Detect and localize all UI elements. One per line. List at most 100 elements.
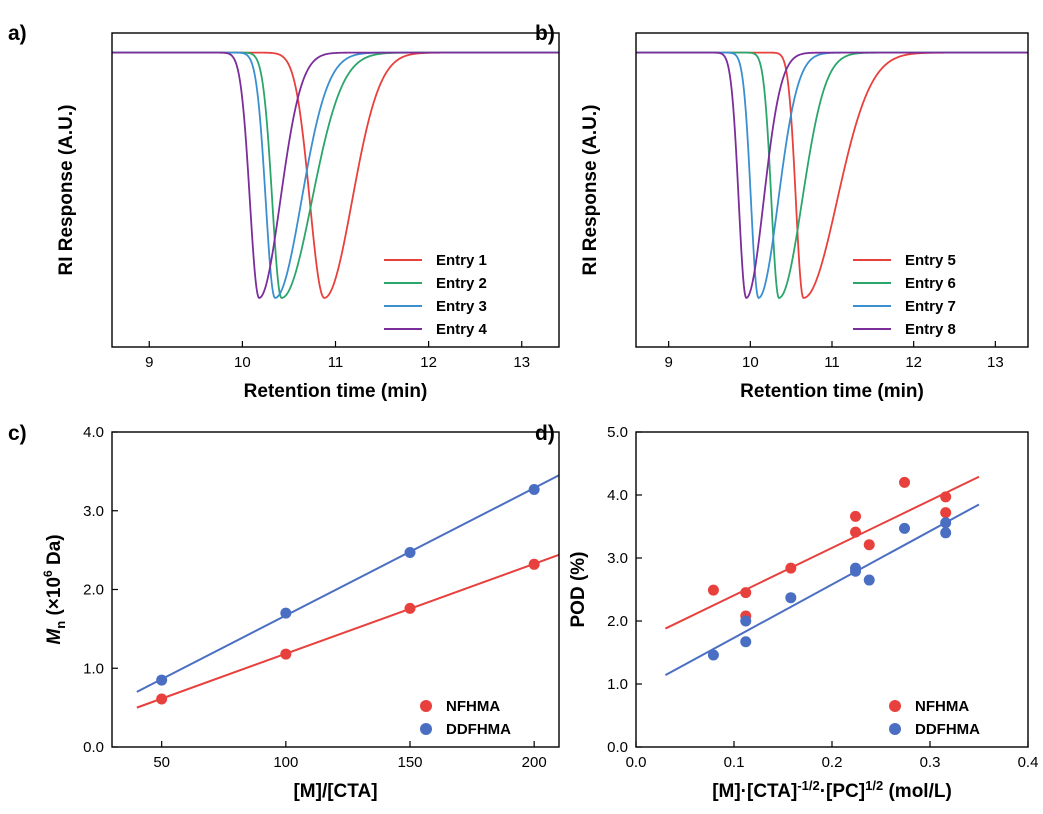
data-point-series-2 [707, 649, 719, 661]
legend-label: Entry 2 [436, 275, 487, 292]
data-point-series-2 [863, 574, 875, 586]
x-tick-label: 10 [742, 354, 759, 371]
chart-panel-4: d) 0.0 0.1 0.2 0.3 0.4 0.0 1.0 2.0 3.0 4.0 5.0 NFHMA… [535, 422, 1038, 802]
x-tick-label: 9 [664, 354, 672, 371]
x-tick-label: 0.4 [1018, 754, 1039, 771]
x-tick-label: 0.0 [626, 754, 647, 771]
series-line-1 [636, 51, 1028, 299]
data-point-series-1 [740, 587, 752, 599]
plot-frame [635, 431, 1029, 748]
plot-area [112, 51, 559, 299]
series-line-2 [112, 51, 559, 299]
series-line-4 [636, 51, 1028, 300]
x-axis-title-part: ·[PC] [820, 781, 865, 802]
x-tick-label: 10 [234, 354, 251, 371]
y-axis-title: RI Response (A.U.) [56, 104, 77, 275]
x-axis-title-part: (mol/L) [883, 781, 952, 802]
chart-panel-1: a) 9 10 11 12 13 Entry 1 Entry 2 Entry 3 Entry 4 R… [8, 22, 560, 402]
x-axis-title: Retention time (min) [244, 381, 428, 402]
data-point-series-2 [899, 522, 911, 534]
y-tick-label: 1.0 [607, 676, 628, 693]
legend-swatch [420, 723, 432, 735]
x-tick-label: 150 [397, 754, 422, 771]
x-tick-label: 13 [987, 354, 1004, 371]
data-point-series-1 [785, 562, 797, 574]
x-tick-label: 13 [513, 354, 530, 371]
y-axis-title: RI Response (A.U.) [580, 104, 601, 275]
plot-frame [635, 32, 1029, 348]
x-axis-title-part: 1/2 [865, 778, 883, 793]
y-axis-title: POD (%) [568, 552, 589, 628]
chart-panel-2: b) 9 10 11 12 13 Entry 5 Entry 6 Entry 7 Entry 8 R… [535, 22, 1029, 402]
data-point-series-2 [280, 607, 292, 619]
legend-label: Entry 1 [436, 252, 487, 269]
fit-line-1 [136, 553, 559, 709]
legend-label: DDFHMA [446, 721, 511, 738]
x-axis-title: Retention time (min) [740, 381, 924, 402]
plot-frame [111, 431, 560, 748]
x-tick-label: 11 [824, 354, 840, 371]
legend-label: Entry 5 [905, 252, 956, 269]
series-line-1 [112, 51, 559, 299]
x-tick-label: 9 [145, 354, 153, 371]
chart-panel-3: c) 50 100 150 200 0.0 1.0 2.0 3.0 4.0 NFHMA DDFHMA [… [8, 422, 560, 802]
data-point-series-2 [404, 546, 416, 558]
plot-area [664, 475, 980, 677]
y-tick-label: 5.0 [607, 424, 628, 441]
data-point-series-2 [740, 636, 752, 648]
panel-letter: b) [535, 22, 555, 45]
data-point-series-1 [940, 491, 952, 503]
data-point-series-1 [528, 558, 540, 570]
y-axis-title-part: M [44, 628, 65, 645]
data-point-series-1 [280, 648, 292, 660]
y-tick-label: 3.0 [607, 550, 628, 567]
data-point-series-2 [528, 483, 540, 495]
y-axis-title-part: Da) [44, 534, 65, 570]
data-point-series-2 [940, 527, 952, 539]
y-tick-label: 4.0 [83, 424, 104, 441]
x-tick-label: 50 [153, 754, 170, 771]
x-axis-title: [M]·[CTA]-1/2·[PC]1/2 (mol/L) [712, 778, 952, 802]
x-axis-title: [M]/[CTA] [293, 781, 377, 802]
x-tick-label: 12 [905, 354, 922, 371]
y-axis-title-part: 6 [41, 570, 55, 577]
series-line-2 [636, 51, 1028, 299]
legend-swatch [889, 723, 901, 735]
plot-frame [111, 32, 560, 348]
y-axis-title-part: (×10 [44, 577, 65, 621]
panel-letter: c) [8, 422, 27, 445]
data-point-series-1 [850, 526, 862, 538]
x-tick-label: 100 [273, 754, 298, 771]
plot-area [636, 51, 1028, 300]
panel-letter: a) [8, 22, 27, 45]
legend-label: Entry 6 [905, 275, 956, 292]
fit-line-2 [664, 503, 980, 677]
legend-swatch [889, 700, 901, 712]
data-point-series-2 [156, 674, 168, 686]
data-point-series-2 [785, 592, 797, 604]
data-point-series-2 [940, 517, 952, 529]
series-line-3 [636, 51, 1028, 299]
data-point-series-1 [850, 510, 862, 522]
x-tick-label: 11 [328, 354, 344, 371]
y-axis-title-part: n [53, 621, 68, 629]
legend-label: Entry 4 [436, 321, 488, 338]
x-axis-title-part: [M]·[CTA] [712, 781, 797, 802]
panel-letter: d) [535, 422, 555, 445]
y-tick-label: 4.0 [607, 487, 628, 504]
x-tick-label: 0.1 [724, 754, 745, 771]
data-point-series-2 [740, 615, 752, 627]
data-point-series-1 [863, 539, 875, 551]
data-point-series-1 [404, 602, 416, 614]
data-point-series-1 [899, 476, 911, 488]
y-tick-label: 0.0 [607, 739, 628, 756]
legend-label: Entry 8 [905, 321, 956, 338]
legend-swatch [420, 700, 432, 712]
x-tick-label: 0.3 [920, 754, 941, 771]
y-tick-label: 0.0 [83, 739, 104, 756]
fit-line-1 [664, 475, 980, 630]
series-line-4 [112, 51, 559, 299]
legend-label: NFHMA [915, 698, 969, 715]
y-tick-label: 3.0 [83, 503, 104, 520]
